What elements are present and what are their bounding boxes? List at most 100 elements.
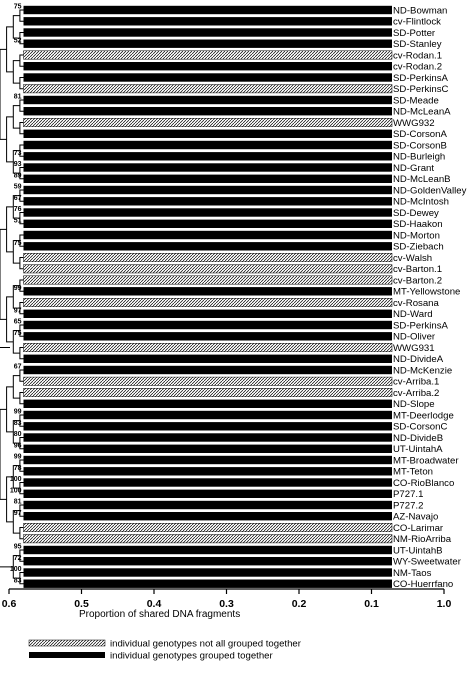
leaf-label: WWG932 [393, 118, 435, 129]
bootstrap-value: 78 [14, 465, 22, 472]
bootstrap-value: 93 [72, 493, 80, 500]
tree-branch [19, 527, 24, 540]
tree-branch [0, 408, 7, 500]
bootstrap-value: 81 [14, 499, 22, 506]
bootstrap-value: 100 [10, 566, 22, 573]
leaf-bar [23, 242, 392, 251]
leaf-label: CO-Larimar [393, 523, 444, 534]
leaf-bar [23, 152, 392, 161]
leaf-bar [23, 287, 392, 296]
bootstrap-value: 75 [14, 240, 22, 247]
leaf-bar [23, 388, 393, 397]
leaf-label: ND-Burleigh [393, 152, 445, 163]
bootstrap-value: 97 [14, 307, 22, 314]
leaf-bar [23, 5, 392, 15]
leaf-label: SD-PerkinsA [393, 320, 449, 331]
tree-branch [6, 476, 14, 523]
leaf-bars [23, 5, 393, 588]
leaf-bar [23, 50, 393, 60]
leaf-label: ND-McLeanB [393, 174, 451, 185]
bootstrap-value: 73 [14, 150, 22, 157]
x-tick-label: 0.6 [2, 598, 17, 610]
legend-label: individual genotypes not all grouped tog… [110, 638, 302, 649]
leaf-label: ND-DivideB [393, 433, 443, 444]
bootstrap-value: 75 [14, 4, 22, 11]
leaf-bar [23, 62, 392, 71]
leaf-bar [23, 455, 392, 465]
bootstrap-value: 100 [10, 476, 22, 483]
bootstrap-value: 83 [14, 420, 22, 427]
x-tick-label: 1.0 [437, 598, 452, 610]
leaf-label: ND-DivideA [393, 354, 444, 365]
leaf-bar [23, 568, 392, 577]
legend-swatch [29, 652, 105, 658]
leaf-bar [23, 422, 392, 431]
leaf-label: cv-Walsh [393, 253, 432, 264]
bootstrap-value: 97 [14, 510, 22, 517]
leaf-label: ND-Morton [393, 230, 440, 241]
leaf-label: MT-Yellowstone [393, 287, 460, 298]
leaf-bar [23, 478, 392, 487]
leaf-label: WWG931 [393, 343, 435, 354]
leaf-bar [23, 208, 392, 217]
bootstrap-value: 93 [14, 161, 22, 168]
bootstrap-value: 67 [14, 364, 22, 371]
bootstrap-value: 100 [10, 487, 22, 494]
bootstrap-value: 72 [14, 555, 22, 562]
bootstrap-value: 99 [14, 409, 22, 416]
leaf-bar [23, 163, 392, 172]
leaf-bar [23, 230, 392, 240]
x-tick-label: 0.4 [147, 598, 162, 610]
tree-branch [6, 206, 14, 253]
leaf-label: AZ-Navajo [393, 512, 438, 523]
leaf-label: ND-McIntosh [393, 197, 449, 208]
leaf-label: cv-Arriba.2 [393, 388, 439, 399]
leaf-label: cv-Rodan.2 [393, 62, 442, 73]
tree-branch [19, 54, 24, 67]
tree-branch [6, 386, 14, 433]
tree-branch [12, 375, 20, 399]
leaf-label: ND-McKenzie [393, 365, 452, 376]
leaf-label: cv-Rodan.1 [393, 50, 442, 61]
leaf-bar [23, 332, 392, 341]
leaf-label: SD-Haakon [393, 219, 443, 230]
bootstrap-value: 89 [14, 172, 22, 179]
leaf-bar [23, 309, 392, 318]
tree-branch [6, 296, 14, 343]
leaf-label: SD-Meade [393, 95, 439, 106]
leaf-bar [23, 129, 392, 138]
bootstrap-value: 51 [14, 217, 22, 224]
leaf-label: NM-RioArriba [393, 534, 452, 545]
x-axis-label: Proportion of shared DNA fragments [79, 609, 240, 620]
leaf-bar [23, 107, 392, 116]
leaf-bar [23, 579, 392, 588]
leaf-label: NM-Taos [393, 568, 432, 579]
leaf-bar [23, 174, 392, 183]
leaf-bar [23, 39, 392, 48]
x-tick-label: 0.1 [364, 598, 379, 610]
leaf-label: ND-Bowman [393, 5, 447, 16]
leaf-bar [23, 253, 393, 262]
leaf-bar [23, 512, 392, 521]
leaf-label: ND-Oliver [393, 332, 436, 343]
leaf-bar [23, 489, 392, 498]
bootstrap-value: 99 [14, 454, 22, 461]
leaf-bar [23, 343, 393, 352]
leaf-bar [23, 17, 392, 26]
leaf-label: SD-Potter [393, 28, 436, 39]
tree-branch [19, 77, 24, 90]
leaf-label: ND-GoldenValley [393, 185, 467, 196]
leaf-label: UT-UintahA [393, 444, 443, 455]
leaf-bar [23, 118, 393, 127]
legend: individual genotypes not all grouped tog… [28, 638, 302, 661]
tree-branch [12, 60, 20, 84]
leaf-bar [23, 523, 393, 532]
dendrogram-tree [0, 9, 24, 585]
leaf-label: ND-Ward [393, 309, 433, 320]
leaf-label: MT-Broadwater [393, 455, 459, 466]
leaf-bar [23, 28, 392, 37]
tree-branch [19, 9, 24, 22]
bootstrap-value: 59 [14, 184, 22, 191]
leaf-bar [23, 275, 393, 285]
